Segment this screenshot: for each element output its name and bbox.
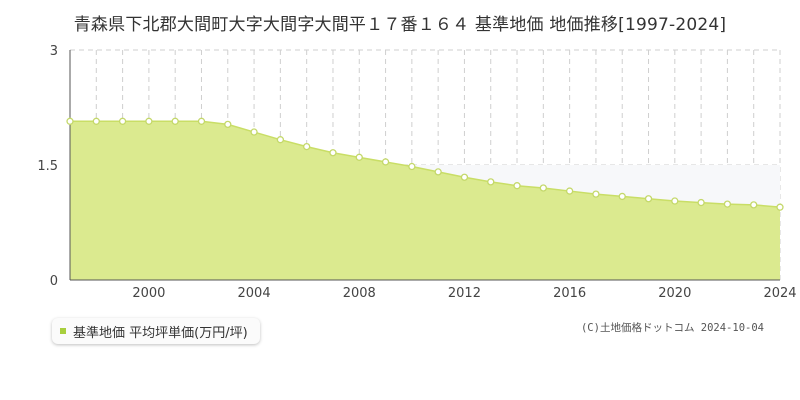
data-point [250,128,258,136]
data-point [644,195,653,203]
data-point [539,184,547,192]
data-point [303,142,311,151]
data-point [592,190,600,198]
data-point [92,117,100,125]
data-point [460,173,469,181]
y-tick-label: 1.5 [37,159,58,174]
y-tick-label: 0 [50,274,58,289]
data-point [381,158,390,166]
data-point [145,117,153,125]
x-tick-label: 2016 [553,286,586,301]
data-point [224,120,232,129]
data-point [276,136,285,144]
data-point [434,168,442,176]
credit-text: (C)土地価格ドットコム 2024-10-04 [580,322,764,334]
x-tick-label: 2000 [132,286,165,301]
data-point [408,162,416,171]
series-line [70,120,781,208]
area-layer [70,120,781,280]
data-point [355,153,363,161]
data-point [750,201,758,209]
data-point [513,182,521,190]
x-tick-label: 2008 [343,286,376,301]
data-point [723,200,732,208]
x-tick-labels: 2000 2004 2008 2012 2016 2020 2024 [132,286,796,301]
x-tick-label: 2024 [763,286,796,301]
legend: 基準地価 平均坪単価(万円/坪) [52,318,260,344]
y-tick-labels: 01.53 [37,44,58,289]
x-tick-label: 2012 [448,286,481,301]
data-point [197,117,206,125]
x-tick-label: 2004 [238,286,271,301]
x-tick-label: 2020 [658,286,691,301]
data-point [66,117,74,125]
data-point [118,117,127,125]
data-point [565,187,574,195]
legend-label: 基準地価 平均坪単価(万円/坪) [73,325,248,341]
y-tick-label: 3 [50,44,58,59]
data-point [671,197,679,205]
area-fill [70,121,780,280]
data-points [66,117,784,211]
data-point [618,192,626,201]
data-point [776,203,784,211]
chart-title: 青森県下北郡大間町大字大間字大間平１７番１６４ 基準地価 地価推移[1997-2… [73,15,727,35]
data-point [171,117,179,125]
data-point [697,198,705,207]
legend-swatch [60,328,66,334]
data-point [329,149,337,157]
axes [69,50,780,281]
data-point [487,178,495,186]
